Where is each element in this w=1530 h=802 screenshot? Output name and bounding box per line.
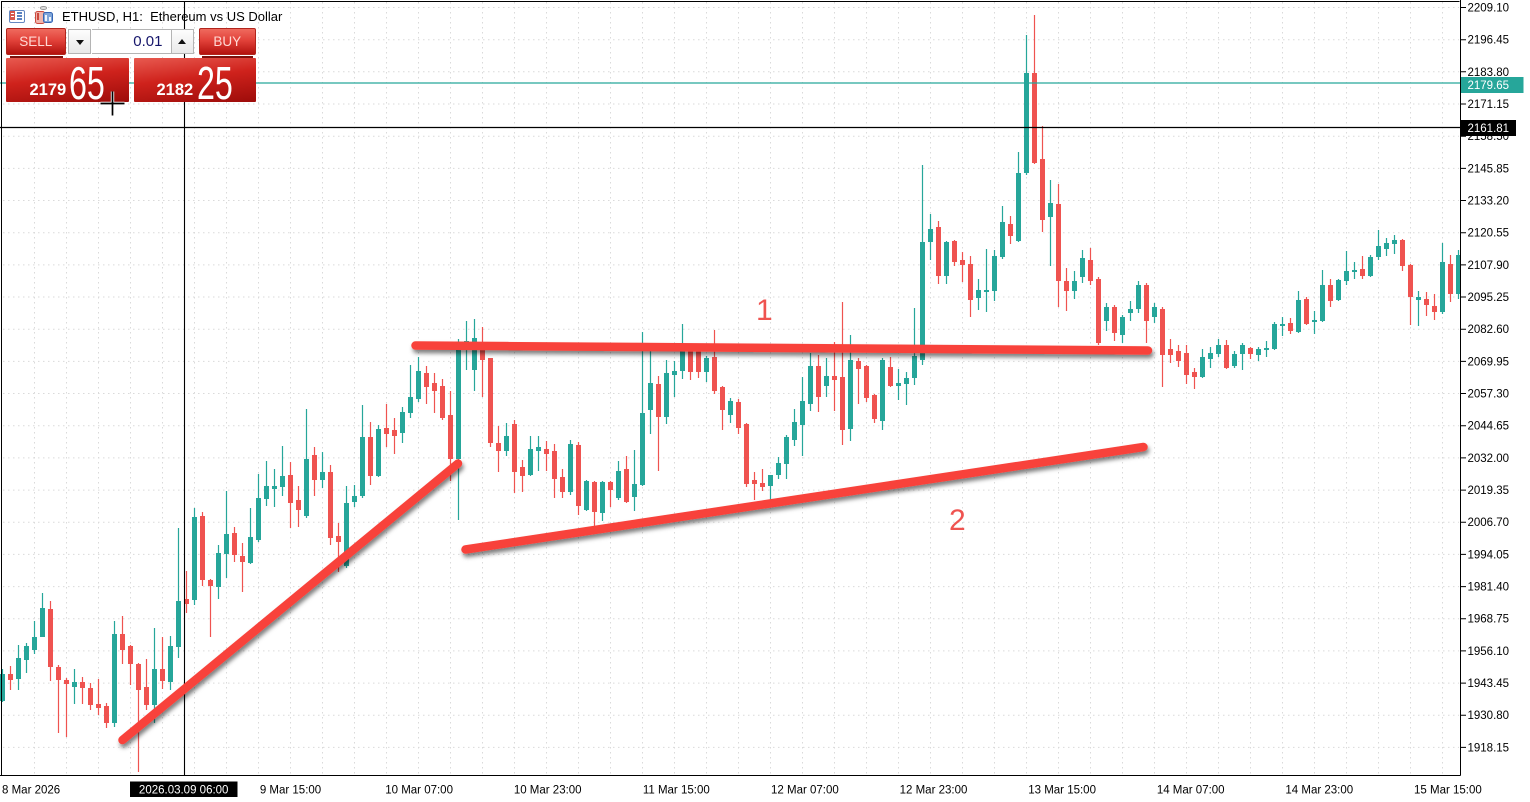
svg-text:2161.81: 2161.81 (1468, 123, 1510, 135)
svg-text:10 Mar 23:00: 10 Mar 23:00 (514, 785, 582, 797)
svg-text:1956.10: 1956.10 (1468, 646, 1510, 658)
svg-text:2209.10: 2209.10 (1468, 3, 1510, 15)
svg-text:1981.40: 1981.40 (1468, 582, 1510, 594)
svg-text:2032.00: 2032.00 (1468, 453, 1510, 465)
svg-text:13 Mar 15:00: 13 Mar 15:00 (1028, 785, 1096, 797)
svg-text:14 Mar 23:00: 14 Mar 23:00 (1285, 785, 1353, 797)
svg-text:1968.75: 1968.75 (1468, 614, 1510, 626)
svg-text:9 Mar 15:00: 9 Mar 15:00 (260, 785, 321, 797)
svg-text:10 Mar 07:00: 10 Mar 07:00 (385, 785, 453, 797)
svg-text:2082.60: 2082.60 (1468, 324, 1510, 336)
svg-text:15 Mar 15:00: 15 Mar 15:00 (1414, 785, 1482, 797)
svg-text:8 Mar 2026: 8 Mar 2026 (2, 785, 60, 797)
svg-text:2183.80: 2183.80 (1468, 67, 1510, 79)
svg-text:2069.95: 2069.95 (1468, 356, 1510, 368)
svg-text:14 Mar 07:00: 14 Mar 07:00 (1157, 785, 1225, 797)
svg-text:2120.55: 2120.55 (1468, 228, 1510, 240)
svg-text:2179.65: 2179.65 (1468, 80, 1510, 92)
svg-text:1943.45: 1943.45 (1468, 678, 1510, 690)
svg-text:11 Mar 15:00: 11 Mar 15:00 (643, 785, 710, 797)
svg-text:2095.25: 2095.25 (1468, 292, 1510, 304)
svg-text:2: 2 (949, 504, 966, 537)
svg-text:1994.05: 1994.05 (1468, 549, 1510, 561)
svg-text:2057.30: 2057.30 (1468, 389, 1510, 401)
svg-text:1: 1 (756, 294, 773, 327)
svg-text:2196.45: 2196.45 (1468, 35, 1510, 47)
svg-text:2107.90: 2107.90 (1468, 260, 1510, 272)
svg-text:2171.15: 2171.15 (1468, 99, 1510, 111)
svg-text:1930.80: 1930.80 (1468, 710, 1510, 722)
svg-text:12 Mar 23:00: 12 Mar 23:00 (900, 785, 968, 797)
svg-text:12 Mar 07:00: 12 Mar 07:00 (771, 785, 839, 797)
svg-text:2026.03.09 06:00: 2026.03.09 06:00 (139, 785, 229, 797)
svg-text:2145.85: 2145.85 (1468, 163, 1510, 175)
svg-text:2006.70: 2006.70 (1468, 517, 1510, 529)
svg-text:2133.20: 2133.20 (1468, 196, 1510, 208)
svg-text:1918.15: 1918.15 (1468, 742, 1510, 754)
svg-text:2044.65: 2044.65 (1468, 421, 1510, 433)
svg-text:2019.35: 2019.35 (1468, 485, 1510, 497)
